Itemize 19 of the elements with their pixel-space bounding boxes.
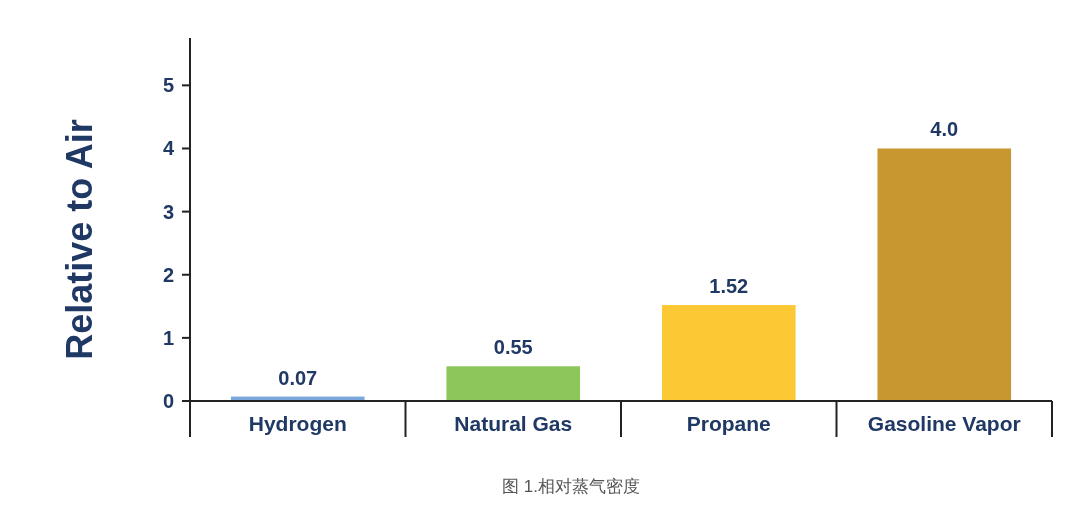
caption: 图 1.相对蒸气密度 xyxy=(502,477,640,496)
bar xyxy=(877,148,1012,401)
bar xyxy=(446,366,581,401)
bar xyxy=(661,305,796,401)
y-tick-label: 5 xyxy=(162,74,174,97)
y-tick-label: 2 xyxy=(162,263,174,286)
data-label: 4.0 xyxy=(930,118,959,141)
x-tick-label: Gasoline Vapor xyxy=(867,412,1021,435)
data-label: 0.55 xyxy=(493,336,533,359)
data-label: 1.52 xyxy=(709,275,749,298)
x-tick-label: Propane xyxy=(686,412,771,435)
y-tick-label: 3 xyxy=(162,200,174,223)
y-tick-label: 1 xyxy=(162,326,174,349)
data-label: 0.07 xyxy=(278,366,318,389)
x-tick-label: Natural Gas xyxy=(454,412,573,435)
x-tick-label: Hydrogen xyxy=(248,412,347,435)
y-tick-label: 4 xyxy=(162,137,175,160)
y-tick-label: 0 xyxy=(162,390,174,412)
y-axis-title: Relative to Air xyxy=(59,119,100,360)
